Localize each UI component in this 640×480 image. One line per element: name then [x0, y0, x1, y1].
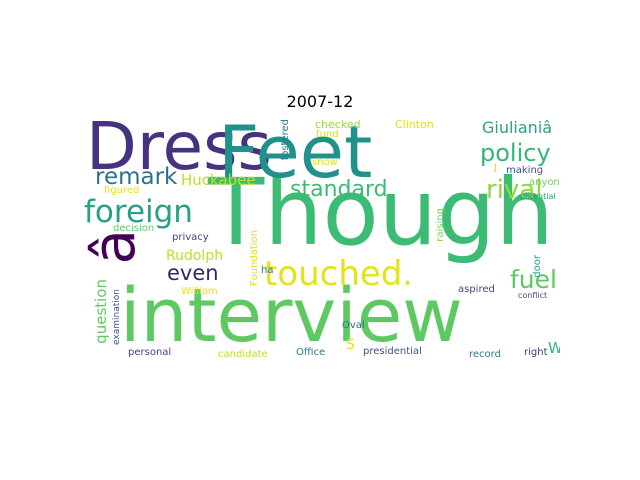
- word-figured: figured: [104, 185, 140, 196]
- word-oval: Oval: [342, 320, 365, 331]
- word-giuliani: Giulianiâ: [482, 118, 553, 137]
- word-policy: policy: [480, 139, 551, 167]
- word-making: making: [506, 165, 544, 176]
- word-touched: touched.: [264, 254, 414, 294]
- word-j: J: [494, 163, 497, 173]
- word-examination: examination: [112, 289, 122, 345]
- word-a-hat: â: [80, 229, 148, 265]
- word-decision: decision: [113, 223, 155, 234]
- word-presidential: presidential: [363, 346, 422, 357]
- word-william: William: [181, 286, 218, 297]
- word-raising: raising: [435, 208, 446, 242]
- word-huckabee: Huckabee: [181, 171, 256, 189]
- word-question: question: [92, 279, 110, 344]
- word-ha: ha: [261, 265, 274, 276]
- word-foreign: foreign: [84, 194, 193, 230]
- word-even: even: [167, 261, 219, 285]
- word-rival: rival: [486, 175, 543, 205]
- word-office: Office: [296, 347, 326, 358]
- word-rudolph: Rudolph: [166, 248, 224, 264]
- word-fostered: fostered: [280, 119, 291, 161]
- word-record: record: [469, 349, 501, 360]
- word-aspired: aspired: [458, 284, 495, 295]
- word-potential: potential: [520, 192, 556, 201]
- word-show: show: [312, 157, 338, 168]
- word-fuel: fuel: [510, 265, 557, 294]
- word-anyone: anyone: [529, 177, 560, 188]
- word-conflict: conflict: [518, 291, 548, 300]
- word-cloud: Though interview Dress Feet â touched. f…: [80, 117, 560, 369]
- word-s: S: [346, 337, 355, 353]
- word-checked: checked: [315, 118, 361, 131]
- word-privacy: privacy: [172, 232, 209, 243]
- word-clinton: Clinton: [395, 118, 434, 131]
- word-personal: personal: [128, 347, 172, 358]
- word-standard: standard: [290, 177, 388, 202]
- word-right: right: [524, 347, 548, 358]
- word-feet: Feet: [218, 117, 373, 194]
- word-w: W: [548, 339, 560, 357]
- word-fund: fund: [316, 129, 339, 140]
- word-door: door: [532, 255, 543, 278]
- word-candidate: candidate: [218, 349, 268, 360]
- word-dress: Dress: [86, 117, 272, 185]
- word-remark: remark: [95, 164, 178, 190]
- word-foundation: Foundation: [249, 230, 260, 286]
- word-though: Though: [208, 159, 554, 266]
- word-interview: interview: [120, 273, 463, 359]
- chart-title: 2007-12: [286, 92, 354, 111]
